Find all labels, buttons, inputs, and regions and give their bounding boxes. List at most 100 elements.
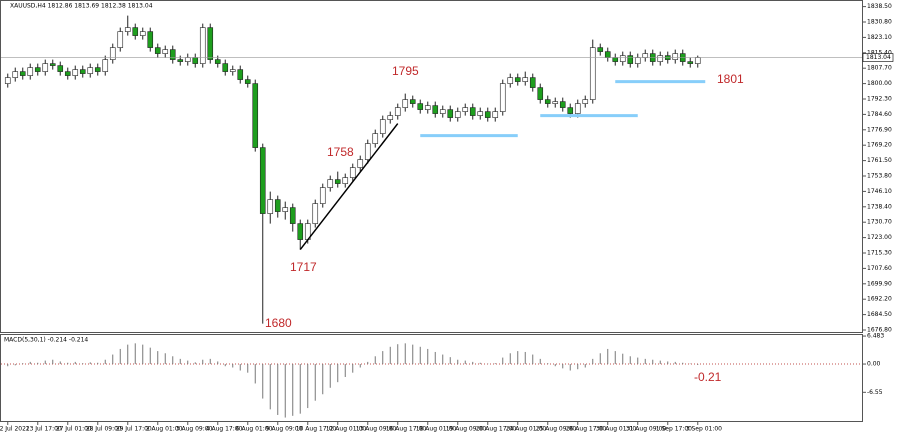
candle-body <box>619 55 626 62</box>
candle-body <box>229 69 236 72</box>
candle-body <box>477 111 484 116</box>
candle-body <box>537 87 544 100</box>
x-tick-label: 26 Aug 17:00 <box>566 426 607 433</box>
candle-body <box>439 109 446 114</box>
candle-body <box>642 53 649 58</box>
candle-body <box>454 111 461 118</box>
candle-body <box>94 67 101 72</box>
candle-body <box>312 203 319 224</box>
candle-body <box>634 57 641 64</box>
y-tick-label: 1676.80 <box>867 327 892 334</box>
y-tick-label: 1838.50 <box>867 3 892 10</box>
y-tick-label: 1784.60 <box>867 111 892 118</box>
price-annotation: 1717 <box>290 260 317 274</box>
candle-body <box>327 179 334 188</box>
candle-body <box>357 159 364 168</box>
candle-body <box>319 187 326 204</box>
candle-body <box>214 59 221 64</box>
y-tick-label: 1776.90 <box>867 126 892 133</box>
macd-tick-label: -6.55 <box>867 389 883 396</box>
candle-body <box>72 69 79 76</box>
candle-body <box>154 47 161 54</box>
y-tick-label: 1769.20 <box>867 142 892 149</box>
candle-body <box>484 111 491 118</box>
y-tick-label: 1730.70 <box>867 219 892 226</box>
candle-body <box>117 31 124 48</box>
candle-body <box>372 133 379 144</box>
price-annotation: 1801 <box>717 72 744 86</box>
candle-body <box>522 77 529 82</box>
candle-body <box>424 105 431 110</box>
y-tick-label: 1746.10 <box>867 188 892 195</box>
x-tick-label: 20 Aug 17:00 <box>476 426 517 433</box>
candle-body <box>297 223 304 240</box>
candle-body <box>147 31 154 48</box>
y-tick-label: 1753.80 <box>867 173 892 180</box>
x-tick-label: 22 Jul 2021 <box>0 426 30 433</box>
candle-body <box>109 47 116 60</box>
candle-body <box>124 27 131 32</box>
y-tick-label: 1723.00 <box>867 234 892 241</box>
macd-tick-label: 6.483 <box>867 333 884 340</box>
candle-body <box>27 67 34 76</box>
candle-body <box>34 67 41 72</box>
candle-body <box>289 207 296 224</box>
candle-body <box>342 177 349 184</box>
y-tick-label: 1684.50 <box>867 311 892 318</box>
candle-body <box>184 57 191 62</box>
macd-annotation: -0.21 <box>694 370 722 384</box>
candle-body <box>87 67 94 74</box>
y-tick-label: 1800.00 <box>867 80 892 87</box>
y-tick-label: 1699.90 <box>867 280 892 287</box>
x-tick-label: 30 Aug 01:00 <box>596 426 637 433</box>
candle-body <box>492 111 499 118</box>
candle-body <box>582 99 589 104</box>
x-tick-label: 29 Jul 17:00 <box>116 426 152 433</box>
x-tick-label: 27 Jul 01:00 <box>56 426 92 433</box>
x-tick-label: 10 Aug 17:00 <box>296 426 337 433</box>
x-tick-label: 25 Aug 09:00 <box>536 426 577 433</box>
candle-body <box>169 49 176 60</box>
candle-body <box>379 119 386 134</box>
x-tick-label: 1 Sep 17:00 <box>656 426 692 433</box>
price-panel <box>0 0 863 333</box>
candle-body <box>162 49 169 54</box>
candle-body <box>657 55 664 62</box>
x-tick-label: 23 Jul 17:00 <box>26 426 62 433</box>
candle-body <box>64 71 71 76</box>
candle-body <box>57 65 64 72</box>
candle-body <box>589 47 596 100</box>
y-tick-label: 1715.30 <box>867 250 892 257</box>
candle-body <box>244 79 251 84</box>
x-tick-label: 12 Aug 01:00 <box>326 426 367 433</box>
candle-body <box>252 83 259 148</box>
candle-body <box>469 107 476 116</box>
y-tick-label: 1823.10 <box>867 34 892 41</box>
trend-line <box>299 123 399 251</box>
candle-body <box>432 105 439 114</box>
candle-body <box>274 199 281 212</box>
candle-body <box>42 63 49 72</box>
candle-body <box>259 147 266 214</box>
candle-body <box>409 99 416 104</box>
candle-body <box>552 101 559 104</box>
candle-body <box>627 55 634 64</box>
candle-body <box>139 31 146 36</box>
candle-body <box>12 71 19 78</box>
candle-body <box>132 27 139 36</box>
candle-body <box>394 107 401 116</box>
macd-tick-label: 0.00 <box>867 361 881 368</box>
candle-body <box>364 143 371 160</box>
candle-body <box>79 69 86 74</box>
candle-body <box>192 57 199 64</box>
x-tick-label: 4 Aug 17:00 <box>206 426 243 433</box>
candle-body <box>544 99 551 104</box>
x-tick-label: 24 Aug 01:00 <box>506 426 547 433</box>
candle-body <box>102 59 109 72</box>
x-tick-label: 16 Aug 17:00 <box>386 426 427 433</box>
candle-body <box>694 57 701 64</box>
candle-body <box>199 27 206 64</box>
x-tick-label: 6 Aug 01:00 <box>236 426 273 433</box>
y-tick-label: 1738.40 <box>867 203 892 210</box>
